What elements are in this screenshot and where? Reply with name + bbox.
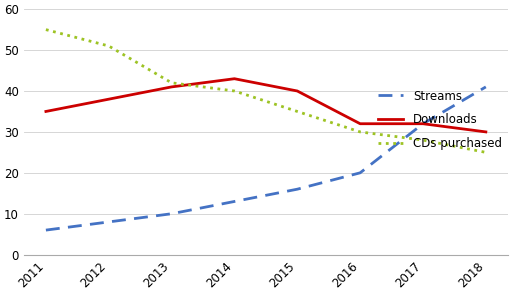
Legend: Streams, Downloads, CDs purchased: Streams, Downloads, CDs purchased bbox=[377, 89, 502, 150]
